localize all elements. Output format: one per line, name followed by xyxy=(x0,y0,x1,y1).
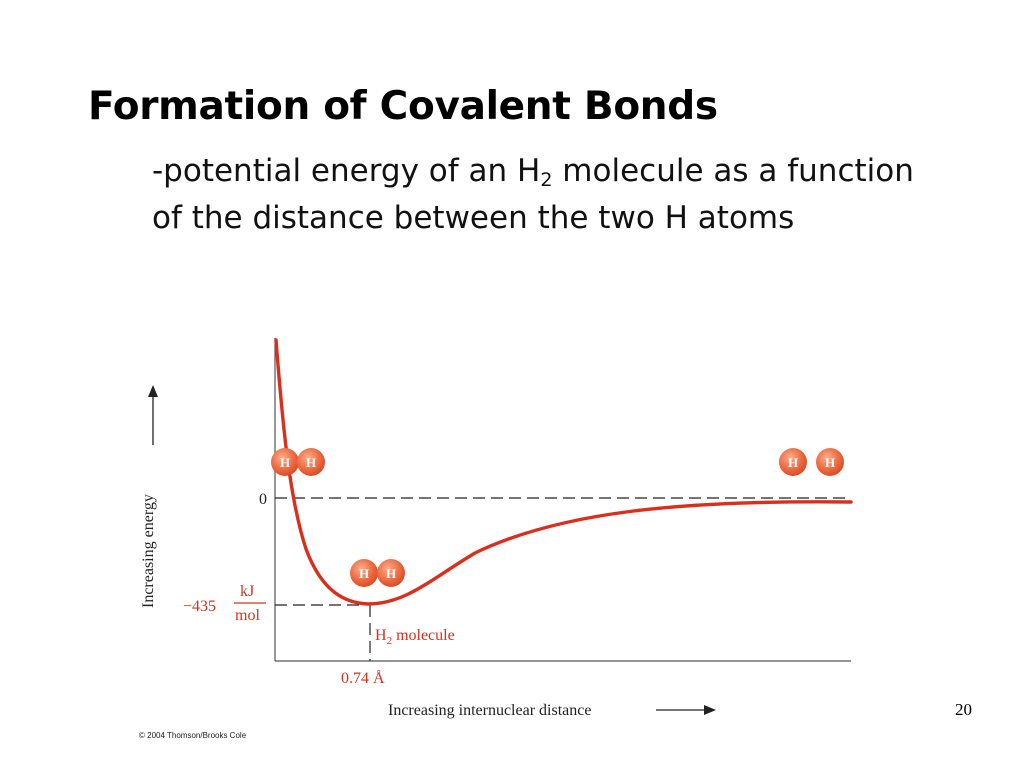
bond-length-label: 0.74 Å xyxy=(341,669,385,687)
h-atom-label: H xyxy=(825,455,835,470)
subtitle-suffix: molecule as a function of the distance b… xyxy=(152,153,914,236)
unit-denominator: mol xyxy=(235,607,260,624)
subtitle-subscript: 2 xyxy=(540,169,553,191)
h-atom-label: H xyxy=(386,566,396,581)
y-axis-label: Increasing energy xyxy=(140,494,157,608)
separated-atom-pair: H H xyxy=(779,448,844,476)
molecule-label-sub: 2 xyxy=(387,635,393,647)
slide-number: 20 xyxy=(955,700,972,719)
h-atom xyxy=(271,448,299,476)
y-axis-arrowhead-icon xyxy=(148,385,158,397)
subtitle-prefix: -potential energy of an H xyxy=(152,153,541,189)
h-atom xyxy=(377,559,405,587)
potential-energy-curve xyxy=(274,338,853,606)
h-atom xyxy=(816,448,844,476)
h-atom xyxy=(350,559,378,587)
h-atom xyxy=(779,448,807,476)
h-atom-label: H xyxy=(788,455,798,470)
x-axis-arrowhead-icon xyxy=(704,705,716,715)
min-energy-value: −435 xyxy=(183,598,216,615)
slide-title: Formation of Covalent Bonds xyxy=(88,84,718,129)
unit-numerator: kJ xyxy=(240,583,254,600)
molecule-label: H2 molecule xyxy=(375,627,455,647)
h-atom-label: H xyxy=(280,455,290,470)
slide-subtitle: -potential energy of an H2 molecule as a… xyxy=(152,148,942,242)
bonded-atom-pair: H H xyxy=(350,559,405,587)
h-atom-label: H xyxy=(306,455,316,470)
h-atom-label: H xyxy=(359,566,369,581)
molecule-label-prefix: H xyxy=(375,627,387,644)
h-atom xyxy=(297,448,325,476)
molecule-label-suffix: molecule xyxy=(392,627,455,644)
compressed-atom-pair: H H xyxy=(271,448,325,476)
zero-label: 0 xyxy=(259,491,267,508)
x-axis-label: Increasing internuclear distance xyxy=(388,702,591,719)
copyright-notice: © 2004 Thomson/Brooks Cole xyxy=(139,731,247,740)
